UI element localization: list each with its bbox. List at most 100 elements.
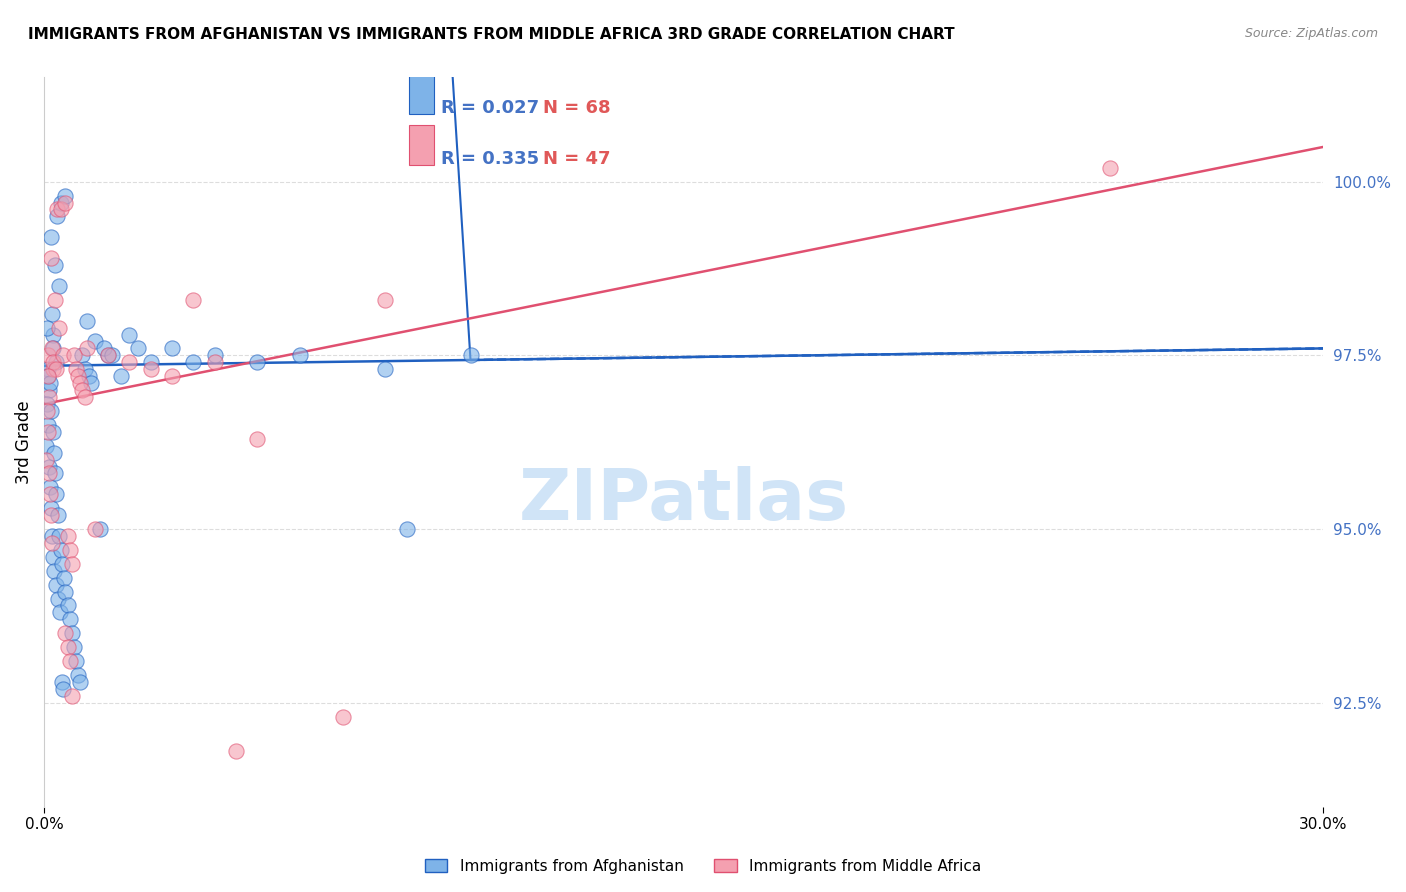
Point [38, 487, 60, 501]
Point [42, 549, 65, 564]
Point [89, 522, 111, 536]
Point [51, 542, 73, 557]
Point [139, 355, 162, 369]
Point [41, 425, 63, 439]
Point [56, 599, 79, 613]
Point [51, 195, 73, 210]
Point [41, 529, 63, 543]
Text: N = 68: N = 68 [543, 99, 610, 118]
Point [332, 709, 354, 723]
Point [45, 487, 67, 501]
Point [48, 278, 70, 293]
Point [56, 529, 79, 543]
Point [246, 432, 269, 446]
Point [46, 508, 69, 523]
Point [59, 542, 82, 557]
Point [59, 612, 82, 626]
Point [39, 230, 62, 244]
Point [204, 348, 226, 362]
Point [41, 362, 63, 376]
Point [37, 348, 59, 362]
Point [59, 654, 82, 668]
Point [45, 577, 67, 591]
Point [41, 342, 63, 356]
Point [60, 557, 83, 571]
Point [44, 293, 66, 307]
Point [73, 362, 96, 376]
Point [183, 355, 205, 369]
Point [183, 293, 205, 307]
Point [44, 564, 66, 578]
Point [63, 640, 86, 655]
Text: N = 47: N = 47 [543, 151, 610, 169]
Point [65, 654, 87, 668]
Point [41, 307, 63, 321]
Point [51, 674, 73, 689]
Point [84, 522, 107, 536]
Point [51, 557, 73, 571]
Point [37, 369, 59, 384]
Point [52, 348, 75, 362]
Point [35, 397, 58, 411]
Point [42, 355, 65, 369]
Point [118, 327, 141, 342]
Point [39, 251, 62, 265]
Point [39, 376, 62, 391]
Point [48, 320, 70, 334]
Point [93, 342, 115, 356]
Point [139, 362, 162, 376]
Point [35, 404, 58, 418]
Point [38, 467, 60, 481]
Point [69, 376, 91, 391]
Point [45, 210, 67, 224]
Point [37, 425, 59, 439]
Point [160, 342, 183, 356]
Point [73, 390, 96, 404]
Point [44, 258, 66, 272]
Point [41, 536, 63, 550]
FancyBboxPatch shape [409, 74, 434, 114]
Point [374, 293, 396, 307]
Text: IMMIGRANTS FROM AFGHANISTAN VS IMMIGRANTS FROM MIDDLE AFRICA 3RD GRADE CORRELATI: IMMIGRANTS FROM AFGHANISTAN VS IMMIGRANT… [28, 27, 955, 42]
Point [55, 195, 77, 210]
Point [38, 480, 60, 494]
Point [52, 681, 75, 696]
Point [127, 342, 149, 356]
Point [55, 626, 77, 640]
Point [37, 362, 59, 376]
Point [49, 606, 72, 620]
Point [97, 348, 120, 362]
Legend: Immigrants from Afghanistan, Immigrants from Middle Africa: Immigrants from Afghanistan, Immigrants … [419, 853, 987, 880]
Point [42, 342, 65, 356]
Point [97, 348, 120, 362]
Point [67, 668, 90, 682]
Point [42, 445, 65, 459]
Point [72, 348, 94, 362]
Point [204, 355, 226, 369]
Point [63, 348, 86, 362]
Point [38, 383, 60, 397]
Point [55, 188, 77, 202]
Point [37, 417, 59, 432]
Point [72, 383, 94, 397]
Point [101, 348, 124, 362]
Point [35, 452, 58, 467]
Text: R = 0.335: R = 0.335 [440, 151, 538, 169]
Point [1099, 161, 1122, 175]
Point [60, 689, 83, 703]
Point [160, 369, 183, 384]
Point [45, 202, 67, 217]
Point [76, 313, 98, 327]
Text: ZIPatlas: ZIPatlas [519, 467, 849, 535]
FancyBboxPatch shape [409, 125, 434, 165]
Point [45, 355, 67, 369]
Text: Source: ZipAtlas.com: Source: ZipAtlas.com [1244, 27, 1378, 40]
Point [118, 355, 141, 369]
Point [44, 467, 66, 481]
Point [41, 327, 63, 342]
Point [39, 501, 62, 516]
Point [45, 362, 67, 376]
Point [67, 369, 90, 384]
Point [35, 320, 58, 334]
Point [37, 369, 59, 384]
